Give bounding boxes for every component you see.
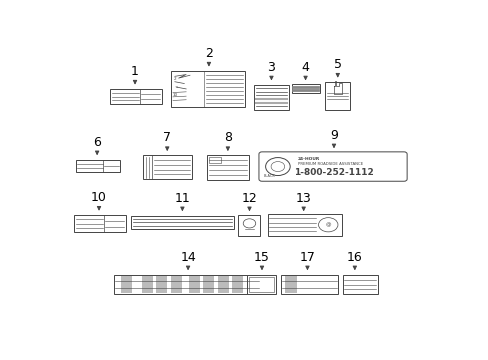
Text: 13: 13	[295, 192, 311, 204]
Bar	[218, 276, 228, 293]
Text: 6: 6	[93, 135, 101, 149]
Bar	[171, 71, 244, 107]
Bar	[246, 275, 276, 294]
Text: 17: 17	[299, 251, 315, 264]
Bar	[267, 214, 341, 236]
Bar	[238, 215, 260, 236]
Text: 24-HOUR: 24-HOUR	[297, 157, 320, 161]
Bar	[254, 85, 288, 110]
Text: 8: 8	[224, 131, 231, 144]
Bar	[131, 216, 233, 229]
Text: <: <	[174, 84, 177, 88]
Text: 12: 12	[241, 192, 257, 204]
Bar	[142, 276, 152, 293]
Bar	[248, 277, 274, 292]
Text: 10: 10	[91, 191, 107, 204]
Bar	[342, 275, 377, 294]
FancyBboxPatch shape	[259, 152, 407, 181]
Bar	[203, 276, 214, 293]
Text: 16: 16	[346, 251, 362, 264]
Bar	[280, 275, 337, 294]
Text: 11: 11	[174, 192, 190, 204]
Text: 15: 15	[254, 251, 269, 264]
Text: 1: 1	[131, 65, 139, 78]
Bar	[284, 276, 297, 293]
Bar	[170, 276, 182, 293]
Text: 9: 9	[329, 129, 337, 141]
Bar	[142, 156, 191, 179]
Bar	[232, 276, 243, 293]
Bar	[208, 157, 221, 163]
Bar	[110, 89, 161, 104]
Bar	[206, 156, 248, 180]
Text: @: @	[325, 222, 330, 227]
Text: BLACK: BLACK	[264, 174, 275, 178]
Bar	[121, 276, 132, 293]
Bar	[188, 276, 199, 293]
Bar	[156, 276, 167, 293]
Text: 4: 4	[301, 61, 309, 74]
Text: 1-800-252-1112: 1-800-252-1112	[294, 167, 373, 176]
Bar	[74, 215, 125, 232]
Text: 5: 5	[333, 58, 341, 71]
Text: 2: 2	[174, 77, 176, 81]
Bar	[291, 84, 319, 93]
Bar	[114, 275, 260, 294]
Text: PREMIUM ROADSIDE ASSISTANCE: PREMIUM ROADSIDE ASSISTANCE	[297, 162, 363, 166]
Text: 2: 2	[204, 47, 212, 60]
Text: 7: 7	[163, 131, 171, 144]
Bar	[76, 159, 120, 172]
Text: 14: 14	[180, 251, 196, 264]
Text: 3: 3	[267, 61, 275, 74]
Text: 10: 10	[173, 93, 178, 97]
Bar	[325, 82, 349, 110]
